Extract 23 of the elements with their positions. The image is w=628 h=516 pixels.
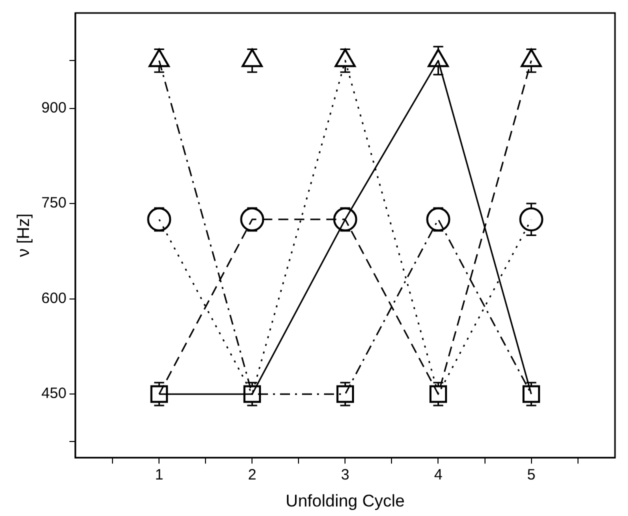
point bbox=[242, 48, 263, 68]
x-tick-label: 1 bbox=[154, 466, 164, 484]
y-tick-label: 750 bbox=[41, 194, 66, 212]
point bbox=[522, 385, 540, 403]
x-tick-label: 3 bbox=[341, 466, 350, 484]
point bbox=[240, 207, 264, 232]
point bbox=[334, 48, 356, 68]
y-tick-label: 450 bbox=[41, 385, 66, 402]
point bbox=[519, 207, 544, 232]
x-tick-label: 5 bbox=[527, 466, 536, 484]
y-tick-label: 600 bbox=[41, 290, 66, 307]
x-axis-title: Unfolding Cycle bbox=[286, 491, 405, 510]
y-axis-title: ν [Hz] bbox=[14, 214, 33, 258]
y-tick-label: 900 bbox=[41, 99, 66, 116]
point bbox=[429, 385, 448, 403]
point bbox=[426, 207, 450, 232]
point bbox=[147, 207, 172, 232]
point bbox=[150, 385, 168, 403]
point bbox=[336, 385, 354, 403]
x-tick-label: 2 bbox=[248, 466, 256, 484]
x-tick-label: 4 bbox=[434, 466, 442, 484]
point bbox=[520, 48, 542, 68]
point bbox=[148, 48, 170, 68]
